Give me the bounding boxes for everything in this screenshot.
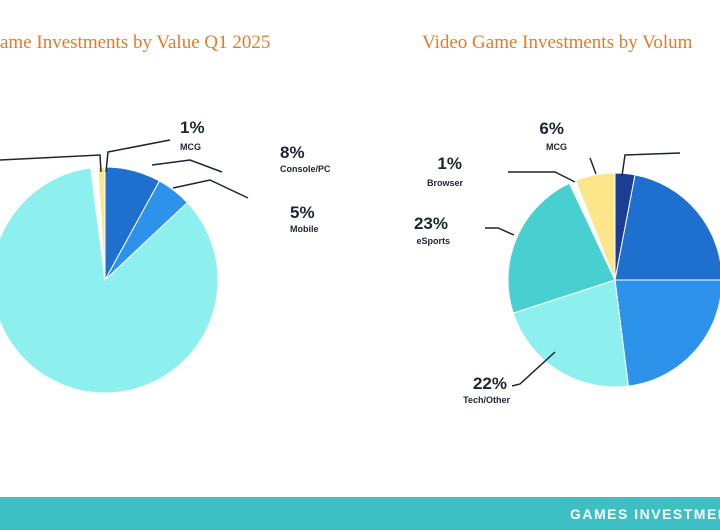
leader-line — [105, 139, 171, 173]
value-label: 6% — [539, 119, 564, 138]
leader-line — [485, 227, 515, 236]
leader-line — [621, 152, 681, 177]
value-label: 22% — [473, 374, 507, 393]
value-label: 1% — [180, 118, 205, 137]
leader-line — [589, 157, 597, 175]
leader-line — [172, 179, 249, 199]
category-label: eSports — [416, 236, 450, 246]
leader-line — [0, 154, 102, 173]
leader-line — [151, 159, 223, 173]
chart-title: Video Game Investments by Volum — [422, 32, 693, 53]
category-label: MCG — [180, 142, 201, 152]
footer-bar — [0, 497, 720, 530]
footer-text: GAMES INVESTMENT — [570, 506, 720, 522]
pie-slice — [574, 172, 616, 281]
value-label: 5% — [290, 203, 315, 222]
chart-title: ame Investments by Value Q1 2025 — [0, 32, 270, 53]
category-label: Browser — [427, 178, 464, 188]
category-label: MCG — [546, 142, 567, 152]
pie-slice — [512, 279, 629, 388]
leader-line — [511, 351, 556, 387]
category-label: Tech/Other — [463, 395, 510, 405]
leader-line — [508, 171, 576, 183]
category-label: Console/PC — [280, 164, 331, 174]
pie-slice — [614, 279, 720, 387]
value-label: 1% — [437, 154, 462, 173]
value-label: 8% — [280, 143, 305, 162]
value-label: 23% — [414, 214, 448, 233]
pie-slice — [507, 182, 616, 314]
pie-slice — [0, 167, 219, 394]
pie-slice — [614, 174, 720, 281]
category-label: Mobile — [290, 224, 319, 234]
